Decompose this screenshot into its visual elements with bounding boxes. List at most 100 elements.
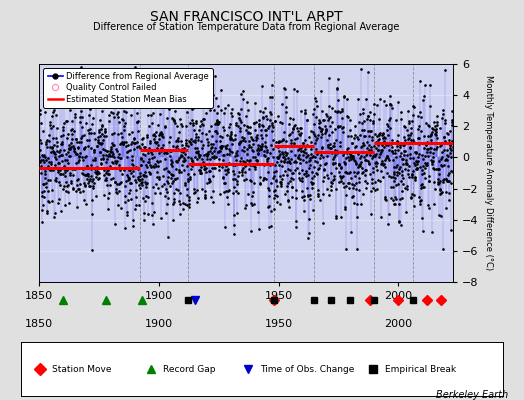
Point [359, 110, 367, 116]
Point [408, 172, 416, 178]
Point [215, 148, 224, 154]
Point [258, 143, 266, 149]
Point [234, 161, 243, 167]
Point [428, 229, 436, 235]
Point [384, 220, 392, 227]
Point [152, 163, 160, 169]
Point [380, 157, 389, 163]
Point [293, 125, 301, 131]
Point [304, 216, 313, 222]
Point [196, 123, 204, 129]
Point [46, 118, 54, 125]
Point [42, 210, 51, 216]
Point [199, 78, 208, 85]
Point [50, 150, 59, 157]
Point [334, 124, 342, 130]
Point [298, 156, 307, 163]
Point [381, 140, 390, 147]
Point [245, 142, 254, 148]
Point [438, 154, 446, 160]
Point [125, 190, 133, 197]
Point [360, 126, 368, 133]
Point [323, 172, 332, 178]
Point [206, 178, 214, 184]
Point [254, 209, 262, 216]
Point [294, 131, 303, 138]
Point [324, 142, 332, 149]
Point [286, 160, 294, 166]
Point [330, 154, 338, 160]
Point [255, 121, 264, 128]
Point [383, 152, 391, 159]
Point [351, 132, 359, 138]
Point [368, 137, 376, 144]
Point [138, 134, 147, 141]
Point [405, 134, 413, 141]
Point [282, 152, 290, 158]
Point [385, 211, 393, 218]
Point [257, 146, 265, 152]
Point [180, 180, 189, 186]
Point [63, 118, 72, 125]
Point [224, 151, 233, 157]
Point [95, 174, 104, 181]
Point [364, 128, 372, 134]
Point [362, 185, 370, 191]
Point [311, 140, 320, 146]
Point [157, 183, 166, 189]
Point [402, 161, 410, 167]
Point [239, 88, 248, 94]
Point [92, 100, 100, 107]
Point [38, 193, 47, 200]
Point [266, 94, 274, 100]
Point [437, 156, 445, 162]
Point [121, 193, 129, 200]
Point [423, 146, 432, 152]
Point [73, 182, 81, 188]
Point [312, 136, 320, 143]
Point [419, 156, 427, 163]
Point [102, 175, 110, 181]
Point [72, 151, 81, 157]
Point [227, 112, 236, 119]
Point [130, 136, 138, 142]
Point [124, 174, 132, 180]
Point [200, 98, 208, 105]
Point [40, 159, 49, 166]
Point [384, 155, 392, 162]
Point [208, 165, 216, 171]
Point [51, 177, 59, 184]
Point [90, 130, 98, 136]
Point [278, 163, 286, 169]
Point [192, 118, 200, 124]
Point [41, 168, 49, 174]
Point [62, 167, 71, 173]
Point [172, 138, 181, 144]
Point [130, 146, 138, 152]
Point [49, 135, 57, 141]
Point [128, 157, 136, 163]
Point [215, 156, 223, 162]
Point [311, 153, 319, 160]
Point [286, 178, 294, 184]
Point [440, 134, 448, 140]
Point [88, 211, 96, 217]
Point [250, 120, 259, 126]
Point [59, 126, 67, 133]
Point [156, 158, 165, 164]
Point [105, 150, 113, 157]
Point [92, 174, 100, 180]
Point [48, 198, 56, 204]
Point [387, 195, 395, 201]
Point [121, 183, 129, 189]
Point [394, 181, 402, 187]
Point [222, 167, 231, 174]
Point [64, 148, 72, 155]
Point [320, 116, 328, 123]
Point [85, 182, 93, 189]
Point [167, 156, 175, 163]
Point [60, 163, 69, 169]
Point [118, 139, 126, 145]
Point [395, 219, 403, 225]
Point [271, 139, 280, 146]
